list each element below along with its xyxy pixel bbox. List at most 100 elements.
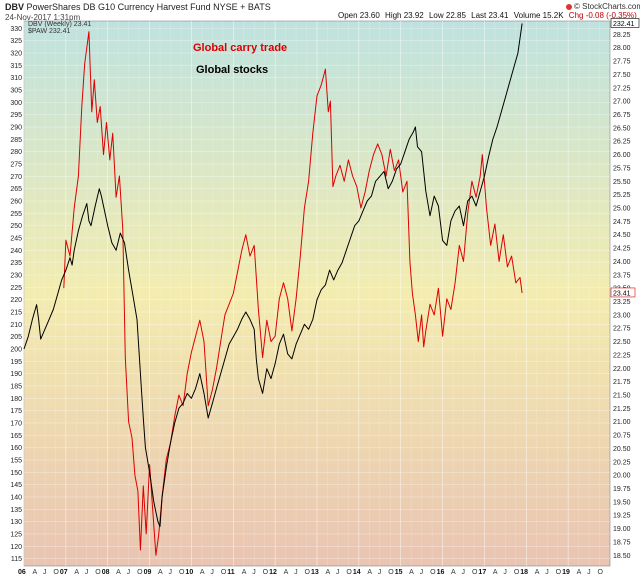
- month-tick-label: O: [263, 569, 269, 576]
- left-tick-label: 115: [11, 556, 22, 563]
- volume-value: Volume 15.2K: [513, 11, 564, 20]
- year-tick-label: 19: [562, 569, 570, 576]
- right-tick-label: 23.25: [613, 299, 631, 306]
- price-stats: Open 23.60 High 23.92 Low 22.85 Last 23.…: [338, 11, 640, 20]
- left-tick-label: 320: [10, 51, 22, 58]
- last-value: Last 23.41: [471, 11, 509, 20]
- chart-date: 24-Nov-2017 1:31pm: [5, 13, 81, 22]
- year-tick-label: 08: [102, 569, 110, 576]
- right-tick-label: 22.25: [613, 352, 631, 359]
- dbv-last-box: [610, 287, 636, 298]
- month-tick-label: O: [95, 569, 101, 576]
- month-tick-label: J: [587, 569, 591, 576]
- paw-last-label: 232.41: [613, 21, 635, 28]
- left-tick-label: 175: [10, 408, 22, 415]
- month-tick-label: J: [503, 569, 507, 576]
- change-value: Chg -0.08 (-0.35%): [568, 11, 637, 20]
- right-tick-label: 24.75: [613, 219, 631, 226]
- right-tick-label: 18.50: [613, 553, 631, 560]
- month-tick-label: A: [32, 569, 37, 576]
- right-tick-label: 26.75: [613, 112, 631, 119]
- left-tick-label: 130: [10, 519, 22, 526]
- left-tick-label: 305: [10, 88, 22, 95]
- month-tick-label: J: [127, 569, 130, 576]
- brand-text: © StockCharts.com: [574, 2, 640, 11]
- right-tick-label: 19.25: [613, 513, 631, 520]
- x-axis: 06 A J O 07 A J O 08 A J O 09 A J O 10 A J O 11 A J O 12 A J O 13 A J O…: [18, 569, 604, 576]
- open-value: Open 23.60: [338, 11, 380, 20]
- left-tick-label: 150: [10, 470, 22, 477]
- left-tick-label: 155: [10, 457, 22, 464]
- year-tick-label: 16: [437, 569, 445, 576]
- low-value: Low 22.85: [428, 11, 466, 20]
- month-tick-label: A: [158, 569, 163, 576]
- left-tick-label: 225: [10, 285, 22, 292]
- right-tick-label: 28.00: [613, 45, 631, 52]
- right-axis: 18.50 18.75 19.00 19.25 19.50 19.75 20.00 20.25…: [613, 32, 631, 560]
- month-tick-label: A: [493, 569, 498, 576]
- left-tick-label: 125: [10, 531, 22, 538]
- left-axis: 115 120 125 130 135 140 145 150 155 160 165 170 175 1…: [10, 26, 22, 563]
- year-tick-label: 09: [144, 569, 152, 576]
- month-tick-label: A: [116, 569, 121, 576]
- month-tick-label: J: [462, 569, 466, 576]
- left-tick-label: 205: [10, 334, 22, 341]
- year-tick-label: 10: [185, 569, 193, 576]
- right-tick-label: 19.50: [613, 499, 631, 506]
- right-tick-label: 21.50: [613, 393, 631, 400]
- left-tick-label: 255: [10, 211, 22, 218]
- month-tick-label: O: [472, 569, 478, 576]
- paw-line: [23, 23, 523, 527]
- month-tick-label: O: [346, 569, 352, 576]
- left-tick-label: 330: [10, 26, 22, 33]
- right-tick-label: 22.00: [613, 366, 631, 373]
- month-tick-label: J: [43, 569, 47, 576]
- year-tick-label: 06: [18, 569, 26, 576]
- left-tick-label: 165: [10, 433, 22, 440]
- left-tick-label: 280: [10, 149, 22, 156]
- right-tick-label: 26.00: [613, 152, 631, 159]
- month-tick-label: J: [420, 569, 424, 576]
- month-tick-label: J: [85, 569, 89, 576]
- left-tick-label: 185: [10, 383, 22, 390]
- right-tick-label: 23.00: [613, 312, 631, 319]
- month-tick-label: A: [409, 569, 414, 576]
- right-tick-label: 27.75: [613, 59, 631, 66]
- month-tick-label: O: [221, 569, 227, 576]
- right-tick-label: 26.25: [613, 139, 631, 146]
- month-tick-label: A: [74, 569, 79, 576]
- month-tick-label: J: [210, 569, 214, 576]
- right-tick-label: 23.75: [613, 272, 631, 279]
- right-tick-label: 19.75: [613, 486, 631, 493]
- left-tick-label: 315: [10, 63, 22, 70]
- year-tick-label: 17: [478, 569, 486, 576]
- right-tick-label: 25.00: [613, 206, 631, 213]
- high-value: High 23.92: [385, 11, 424, 20]
- left-tick-label: 170: [10, 420, 22, 427]
- left-tick-label: 235: [10, 260, 22, 267]
- year-tick-label: 07: [60, 569, 68, 576]
- left-tick-label: 265: [10, 186, 22, 193]
- left-tick-label: 215: [10, 309, 22, 316]
- left-tick-label: 200: [10, 346, 22, 353]
- dbv-line: [63, 31, 523, 556]
- right-tick-label: 27.50: [613, 72, 631, 79]
- right-tick-label: 25.25: [613, 192, 631, 199]
- annotation-carry: Global carry trade: [193, 42, 287, 54]
- left-tick-label: 310: [10, 75, 22, 82]
- brand-dot-icon: [566, 3, 572, 10]
- chart-title: DBV PowerShares DB G10 Currency Harvest …: [5, 2, 271, 12]
- right-tick-label: 18.75: [613, 539, 631, 546]
- brand-logo[interactable]: © StockCharts.com: [566, 2, 640, 11]
- left-tick-label: 290: [10, 125, 22, 132]
- month-tick-label: J: [336, 569, 340, 576]
- month-tick-label: A: [577, 569, 582, 576]
- left-tick-label: 240: [10, 248, 22, 255]
- year-tick-label: 13: [311, 569, 319, 576]
- legend-paw: $PAW 232.41: [28, 28, 71, 35]
- right-tick-label: 22.75: [613, 326, 631, 333]
- right-tick-label: 21.00: [613, 419, 631, 426]
- left-tick-label: 135: [10, 507, 22, 514]
- year-tick-label: 11: [227, 569, 235, 576]
- left-tick-label: 160: [10, 445, 22, 452]
